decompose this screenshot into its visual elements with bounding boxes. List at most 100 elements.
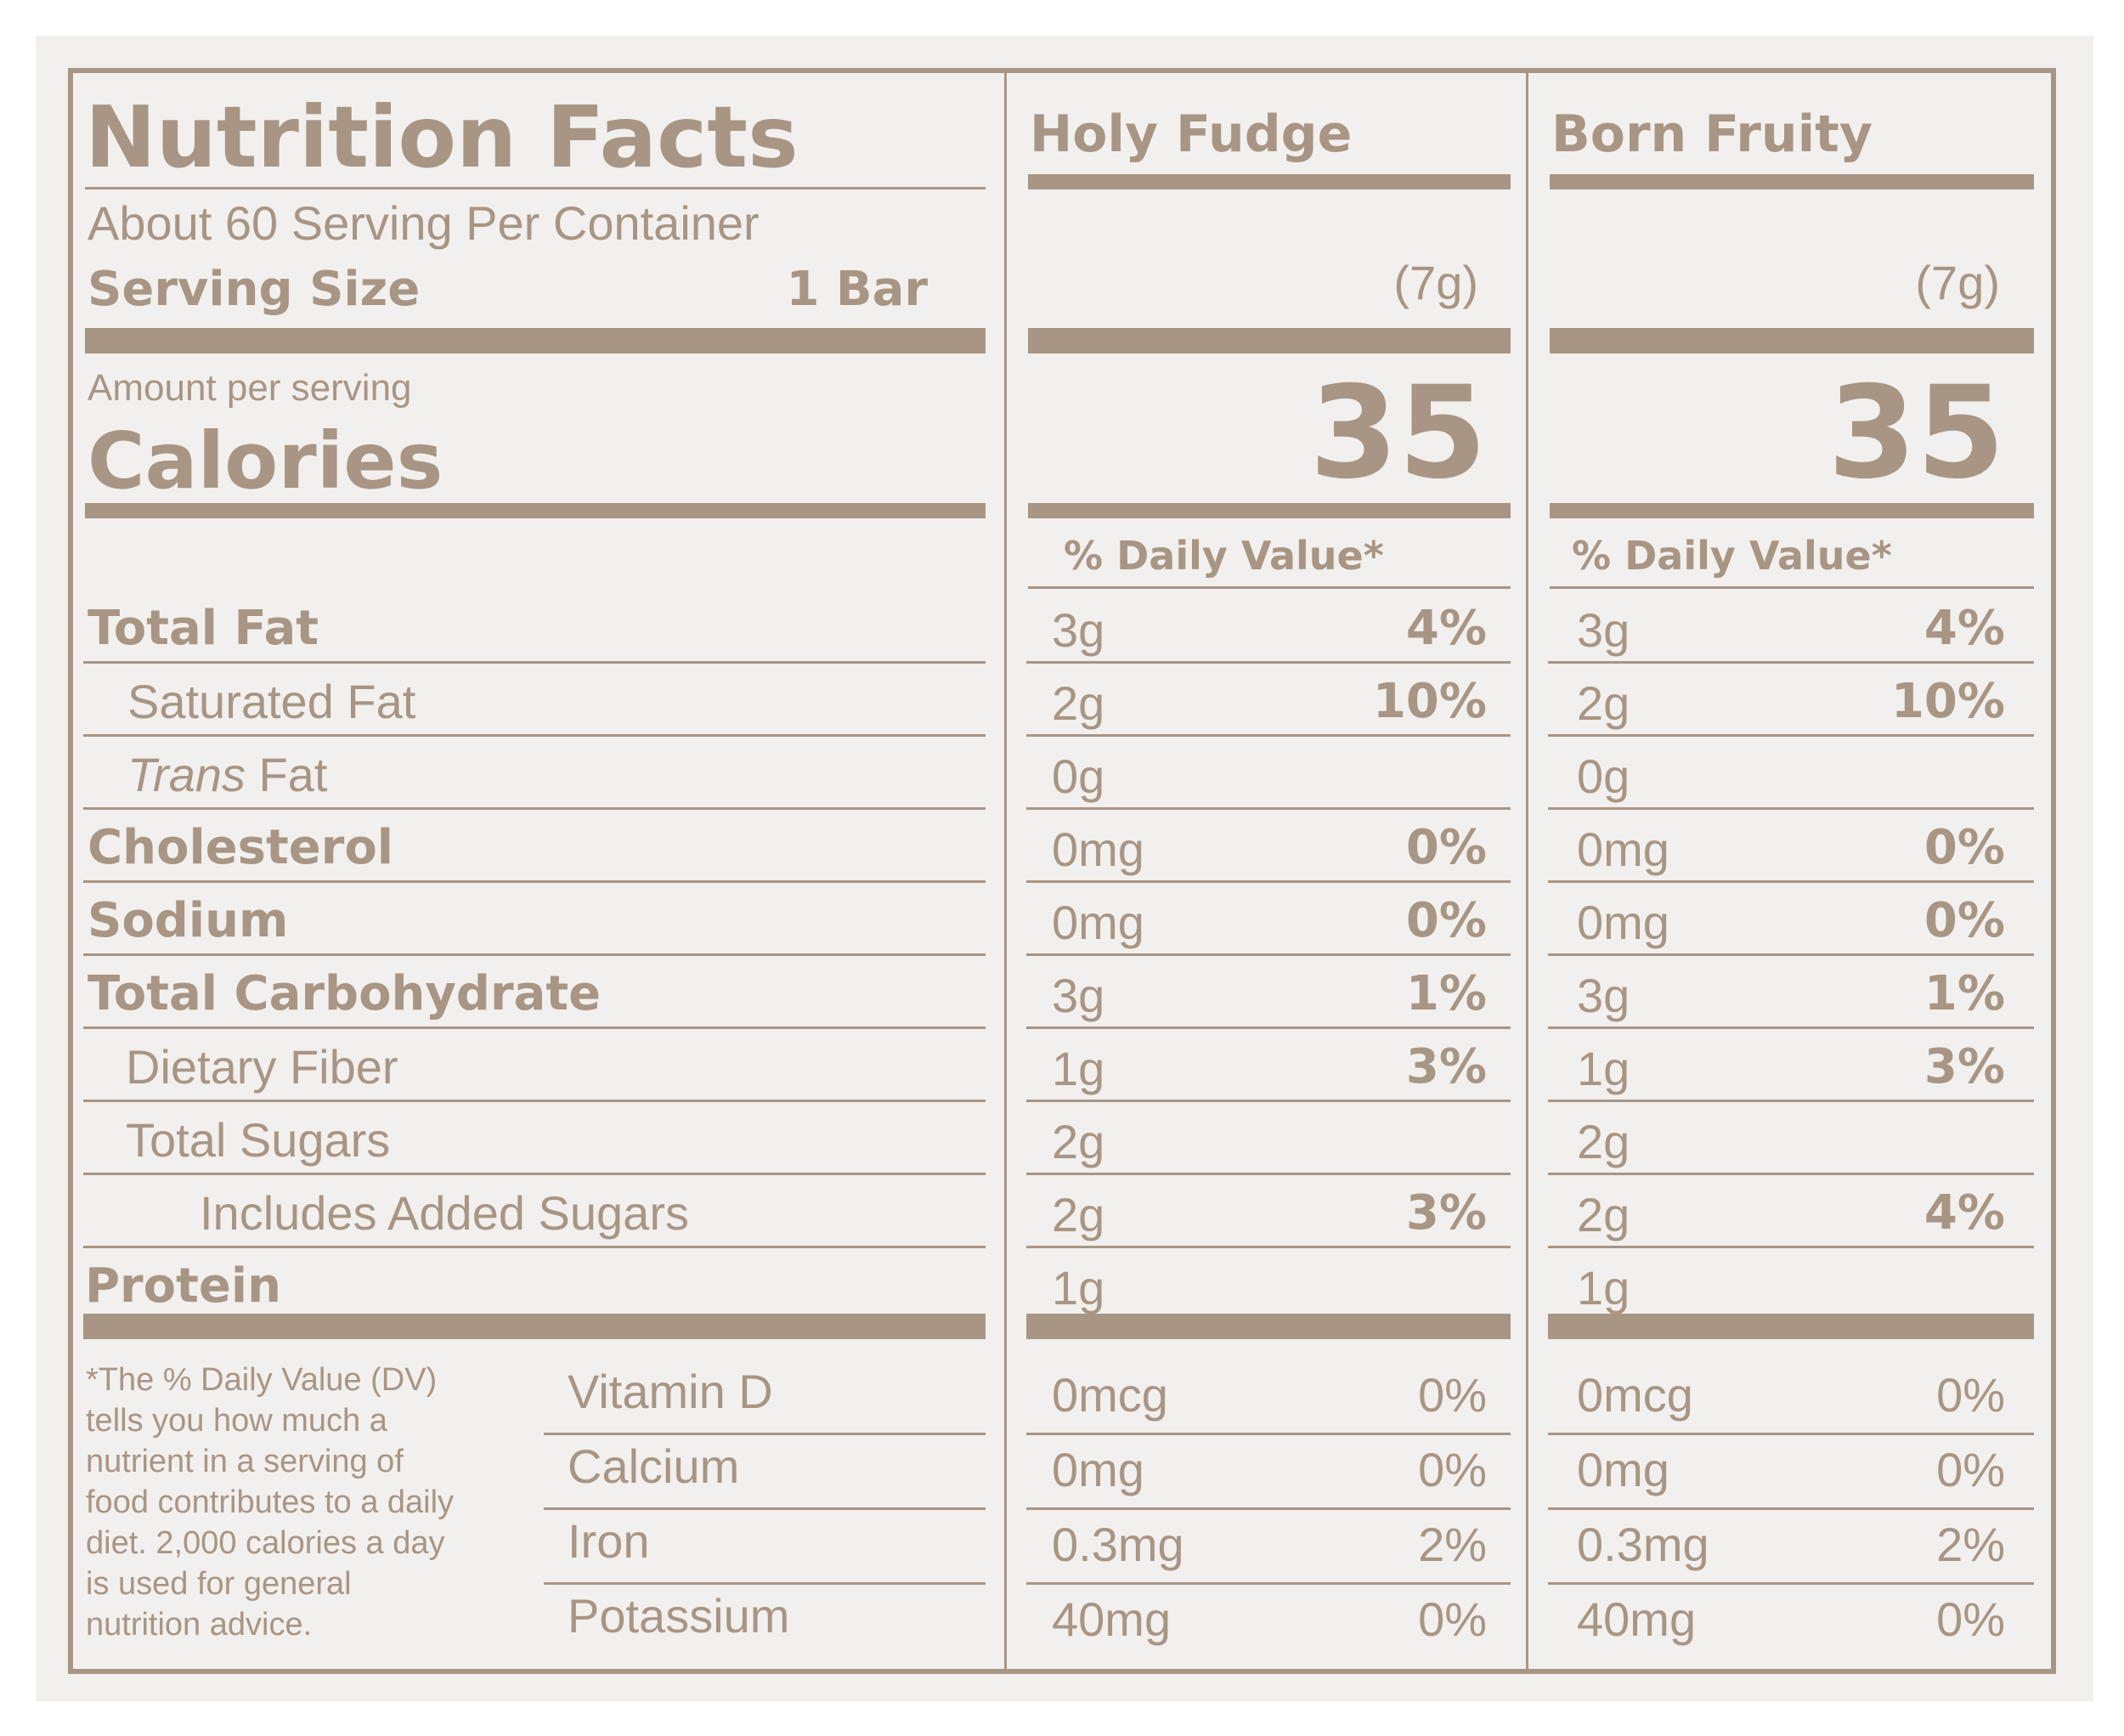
- nutrient-amount: 3g: [1052, 603, 1105, 657]
- row-rule: [1026, 1100, 1511, 1102]
- calories-label: Calories: [88, 416, 443, 506]
- row-rule: [1026, 734, 1511, 737]
- serving-weight: (7g): [1915, 256, 2000, 309]
- nutrients-bottom-rule: [1026, 1314, 1511, 1339]
- vitamin-daily-value: 2%: [1418, 1518, 1487, 1571]
- footnote-line: food contributes to a daily: [86, 1484, 455, 1520]
- row-rule: [1548, 953, 2034, 956]
- vitamin-daily-value: 2%: [1936, 1518, 2005, 1571]
- nutrient-daily-value: 3%: [1923, 1039, 2005, 1094]
- vitamin-daily-value: 0%: [1418, 1368, 1487, 1422]
- nutrient-label-rest: Fat: [246, 748, 328, 801]
- nutrient-label: Saturated Fat: [127, 675, 416, 728]
- vitamin-amount: 40mg: [1052, 1592, 1172, 1646]
- nutrient-amount: 3g: [1577, 969, 1630, 1022]
- nutrient-daily-value: 3%: [1405, 1039, 1487, 1094]
- nutrient-amount: 1g: [1052, 1042, 1105, 1095]
- row-rule: [83, 953, 986, 956]
- serving-size-value: 1 Bar: [786, 262, 928, 317]
- nutrient-daily-value: 0%: [1923, 820, 2005, 875]
- row-rule: [544, 1433, 986, 1435]
- row-rule: [1026, 661, 1511, 664]
- nutrient-daily-value: 3%: [1405, 1185, 1487, 1241]
- product-name: Holy Fudge: [1030, 105, 1353, 164]
- nutrient-daily-value: 4%: [1405, 601, 1487, 656]
- nutrient-label: Protein: [85, 1258, 281, 1314]
- row-rule: [83, 661, 986, 664]
- nutrient-label: Total Sugars: [126, 1113, 391, 1167]
- row-rule: [1026, 1507, 1511, 1510]
- footnote-line: nutrition advice.: [86, 1607, 313, 1643]
- nutrient-daily-value: 0%: [1923, 893, 2005, 948]
- nutrient-label-italic: Trans: [127, 748, 246, 801]
- vitamin-label: Potassium: [568, 1589, 790, 1643]
- vitamin-amount: 0mcg: [1052, 1368, 1168, 1422]
- nutrient-daily-value: 0%: [1405, 820, 1487, 875]
- label-title: Nutrition Facts: [85, 88, 799, 187]
- row-rule: [1548, 1433, 2034, 1435]
- product-name-rule: [1028, 174, 1511, 189]
- row-rule: [1026, 1433, 1511, 1435]
- footnote-line: tells you how much a: [86, 1403, 387, 1439]
- nutrient-amount: 2g: [1052, 1188, 1105, 1241]
- nutrients-bottom-rule: [1548, 1314, 2034, 1339]
- footnote-line: nutrient in a serving of: [86, 1444, 404, 1479]
- nutrient-amount: 2g: [1577, 1188, 1630, 1241]
- row-rule: [1548, 1100, 2034, 1102]
- calories-value-rule: [1028, 503, 1511, 518]
- amount-per-serving: Amount per serving: [88, 367, 412, 409]
- vitamin-daily-value: 0%: [1936, 1592, 2005, 1646]
- product-name: Born Fruity: [1551, 105, 1873, 164]
- row-rule: [83, 1246, 986, 1248]
- row-rule: [544, 1582, 986, 1585]
- row-rule: [83, 807, 986, 810]
- vitamin-amount: 0.3mg: [1577, 1518, 1709, 1571]
- nutrient-amount: 0mg: [1052, 823, 1144, 876]
- dv-header-rule: [1028, 586, 1511, 589]
- row-rule: [83, 880, 986, 883]
- nutrient-amount: 0mg: [1577, 823, 1669, 876]
- nutrient-amount: 1g: [1577, 1042, 1630, 1095]
- daily-value-header: % Daily Value*: [1064, 533, 1384, 579]
- nutrient-amount: 0g: [1577, 749, 1630, 803]
- nutrient-daily-value: 4%: [1923, 601, 2005, 656]
- nutrient-amount: 3g: [1052, 969, 1105, 1022]
- calories-rule: [85, 503, 986, 518]
- row-rule: [1026, 1173, 1511, 1175]
- row-rule: [1026, 953, 1511, 956]
- row-rule: [1026, 807, 1511, 810]
- title-rule: [85, 187, 986, 189]
- row-rule: [83, 734, 986, 737]
- footnote-line: is used for general: [86, 1566, 352, 1602]
- serving-size-label: Serving Size: [88, 262, 421, 317]
- nutrient-amount: 2g: [1052, 676, 1105, 730]
- row-rule: [1548, 807, 2034, 810]
- serving-weight: (7g): [1393, 256, 1478, 309]
- nutrient-label: Cholesterol: [88, 820, 393, 875]
- nutrient-amount: 2g: [1577, 676, 1630, 730]
- vitamin-amount: 40mg: [1577, 1592, 1697, 1646]
- vitamin-amount: 0mcg: [1577, 1368, 1693, 1422]
- row-rule: [1026, 1246, 1511, 1248]
- servings-per-container: About 60 Serving Per Container: [88, 196, 760, 250]
- row-rule: [1026, 880, 1511, 883]
- nutrient-daily-value: 10%: [1372, 674, 1487, 729]
- vitamin-amount: 0mg: [1577, 1443, 1669, 1496]
- vitamin-amount: 0mg: [1052, 1443, 1144, 1496]
- column-divider-2: [1526, 68, 1528, 1674]
- row-rule: [1026, 1026, 1511, 1029]
- row-rule: [544, 1507, 986, 1510]
- nutrient-label: Total Carbohydrate: [88, 966, 602, 1021]
- daily-value-footnote: *The % Daily Value (DV) tells you how mu…: [86, 1360, 454, 1645]
- vitamin-amount: 0.3mg: [1052, 1518, 1184, 1571]
- row-rule: [1548, 1507, 2034, 1510]
- nutrient-amount: 0g: [1052, 749, 1105, 803]
- nutrient-daily-value: 1%: [1405, 966, 1487, 1021]
- row-rule: [1548, 734, 2034, 737]
- nutrient-amount: 0mg: [1052, 896, 1144, 949]
- vitamin-label: Calcium: [568, 1439, 740, 1493]
- nutrient-daily-value: 4%: [1923, 1185, 2005, 1241]
- row-rule: [1026, 1582, 1511, 1585]
- calories-value-rule: [1550, 503, 2034, 518]
- row-rule: [1548, 1026, 2034, 1029]
